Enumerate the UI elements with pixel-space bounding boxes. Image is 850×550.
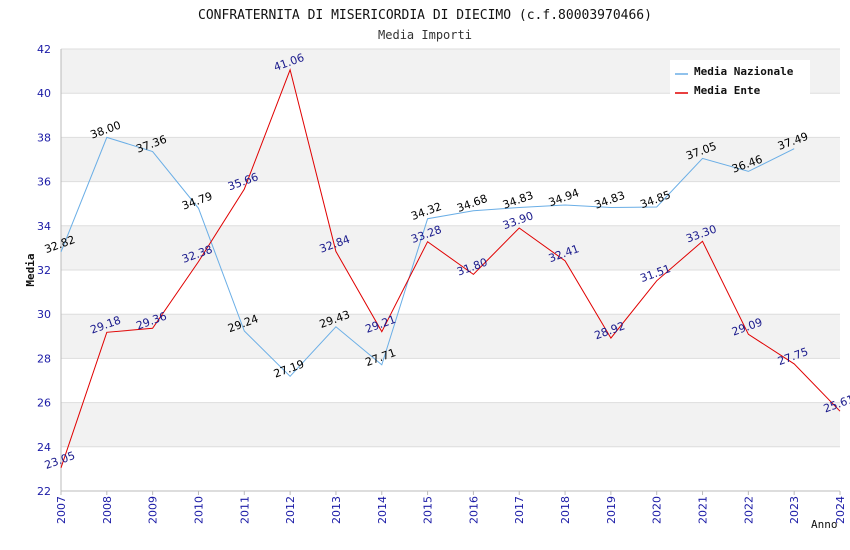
y-tick-label: 32	[37, 264, 51, 277]
x-tick-label: 2021	[697, 496, 710, 524]
x-tick-label: 2009	[147, 496, 160, 524]
x-tick-label: 2016	[467, 496, 480, 524]
x-tick-label: 2019	[605, 496, 618, 524]
plot-band	[61, 225, 840, 270]
x-tick-label: 2018	[559, 496, 572, 524]
data-label: 34.85	[638, 188, 672, 211]
x-axis-label: Anno	[811, 518, 838, 531]
y-tick-label: 28	[37, 352, 51, 365]
legend-label: Media Nazionale	[694, 65, 794, 78]
x-tick-label: 2020	[651, 496, 664, 524]
y-tick-label: 30	[37, 308, 51, 321]
data-label: 27.19	[272, 358, 306, 381]
data-label: 34.68	[455, 192, 489, 215]
x-tick-label: 2022	[742, 496, 755, 524]
x-tick-label: 2007	[55, 496, 68, 524]
series-line-media-ente	[60, 68, 841, 468]
y-tick-label: 34	[37, 220, 51, 233]
chart-subtitle: Media Importi	[378, 28, 472, 42]
y-tick-label: 38	[37, 131, 51, 144]
data-label: 34.83	[593, 189, 627, 212]
plot-band	[61, 314, 840, 359]
x-tick-label: 2013	[330, 496, 343, 524]
legend-box	[670, 60, 810, 102]
y-tick-label: 22	[37, 485, 51, 498]
y-tick-label: 26	[37, 397, 51, 410]
y-tick-label: 24	[37, 441, 51, 454]
y-axis-label: Media	[24, 253, 37, 286]
y-tick-label: 36	[37, 176, 51, 189]
data-label: 34.79	[180, 190, 214, 213]
chart-title: CONFRATERNITA DI MISERICORDIA DI DIECIMO…	[198, 8, 652, 23]
data-label: 34.32	[409, 200, 443, 223]
plot-band	[61, 402, 840, 447]
plot-band	[61, 137, 840, 182]
y-tick-label: 42	[37, 43, 51, 56]
legend-label: Media Ente	[694, 84, 761, 97]
series-lines	[60, 68, 841, 468]
data-label: 34.83	[501, 189, 535, 212]
legend: Media Nazionale Media Ente	[670, 60, 810, 102]
x-tick-label: 2017	[513, 496, 526, 524]
x-tick-label: 2015	[422, 496, 435, 524]
x-tick-label: 2023	[788, 496, 801, 524]
x-tick-label: 2008	[101, 496, 114, 524]
x-tick-label: 2012	[284, 496, 297, 524]
plot-background-bands	[61, 49, 840, 447]
tick-labels: 22 24 26 28 30 32 34 36 38 40 42 2007 2008 2009 2010 20…	[37, 43, 847, 524]
y-tick-label: 40	[37, 87, 51, 100]
series-line-media-nazionale	[60, 136, 795, 378]
axes	[60, 49, 841, 495]
x-tick-label: 2010	[192, 496, 205, 524]
x-tick-label: 2024	[834, 496, 847, 524]
x-tick-label: 2011	[238, 496, 251, 524]
x-tick-label: 2014	[376, 496, 389, 524]
